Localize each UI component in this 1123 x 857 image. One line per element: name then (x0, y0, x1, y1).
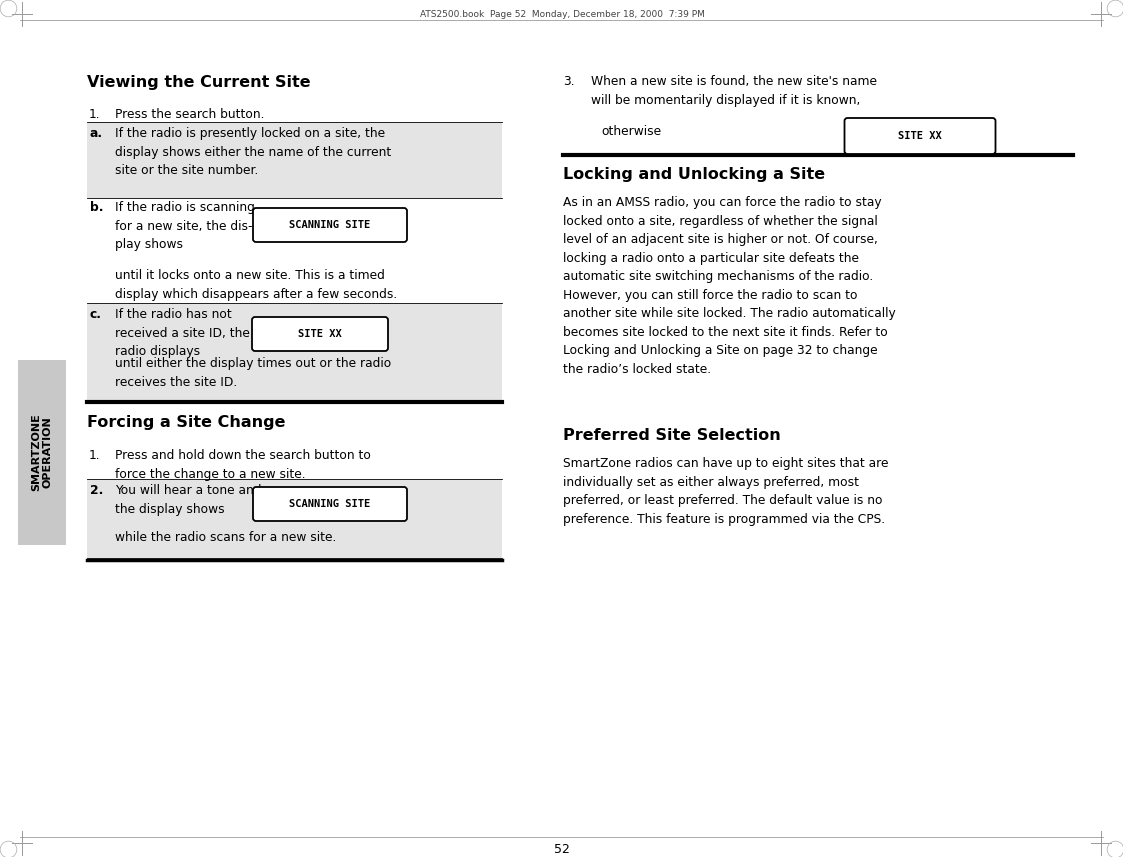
Text: SCANNING SITE: SCANNING SITE (290, 220, 371, 230)
Text: while the radio scans for a new site.: while the radio scans for a new site. (115, 531, 337, 544)
Text: SITE XX: SITE XX (898, 131, 942, 141)
Text: SITE XX: SITE XX (298, 329, 341, 339)
FancyBboxPatch shape (252, 317, 389, 351)
Text: SCANNING SITE: SCANNING SITE (290, 499, 371, 509)
Text: ATS2500.book  Page 52  Monday, December 18, 2000  7:39 PM: ATS2500.book Page 52 Monday, December 18… (420, 10, 704, 19)
FancyBboxPatch shape (253, 208, 407, 242)
Text: 2.: 2. (90, 484, 103, 497)
Text: If the radio is presently locked on a site, the
display shows either the name of: If the radio is presently locked on a si… (115, 127, 391, 177)
Text: As in an AMSS radio, you can force the radio to stay
locked onto a site, regardl: As in an AMSS radio, you can force the r… (563, 196, 896, 375)
Text: otherwise: otherwise (601, 125, 661, 138)
Text: 1.: 1. (89, 108, 101, 121)
Bar (86, 303, 502, 400)
Text: until it locks onto a new site. This is a timed
display which disappears after a: until it locks onto a new site. This is … (115, 269, 398, 301)
Text: Locking and Unlocking a Site: Locking and Unlocking a Site (563, 167, 825, 182)
Text: When a new site is found, the new site's name
will be momentarily displayed if i: When a new site is found, the new site's… (591, 75, 877, 106)
Text: 52: 52 (554, 843, 570, 856)
Text: Forcing a Site Change: Forcing a Site Change (86, 415, 285, 430)
Text: If the radio is scanning
for a new site, the dis-
play shows: If the radio is scanning for a new site,… (115, 201, 255, 251)
Text: Press the search button.: Press the search button. (115, 108, 265, 121)
Text: If the radio has not
received a site ID, the
radio displays: If the radio has not received a site ID,… (115, 308, 250, 358)
Text: 1.: 1. (89, 449, 101, 462)
Bar (86, 122, 502, 198)
Text: SMARTZONE
OPERATION: SMARTZONE OPERATION (31, 414, 53, 491)
Text: You will hear a tone and
the display shows: You will hear a tone and the display sho… (115, 484, 262, 516)
Text: b.: b. (90, 201, 103, 214)
Bar (86, 479, 502, 558)
Text: SmartZone radios can have up to eight sites that are
individually set as either : SmartZone radios can have up to eight si… (563, 457, 888, 525)
Text: Viewing the Current Site: Viewing the Current Site (86, 75, 311, 90)
Text: c.: c. (90, 308, 102, 321)
FancyBboxPatch shape (253, 487, 407, 521)
Text: Preferred Site Selection: Preferred Site Selection (563, 428, 780, 443)
Text: Press and hold down the search button to
force the change to a new site.: Press and hold down the search button to… (115, 449, 371, 481)
Text: 3.: 3. (563, 75, 575, 88)
Bar (18, 360, 66, 545)
Text: a.: a. (90, 127, 103, 140)
Text: until either the display times out or the radio
receives the site ID.: until either the display times out or th… (115, 357, 391, 388)
FancyBboxPatch shape (844, 118, 995, 154)
